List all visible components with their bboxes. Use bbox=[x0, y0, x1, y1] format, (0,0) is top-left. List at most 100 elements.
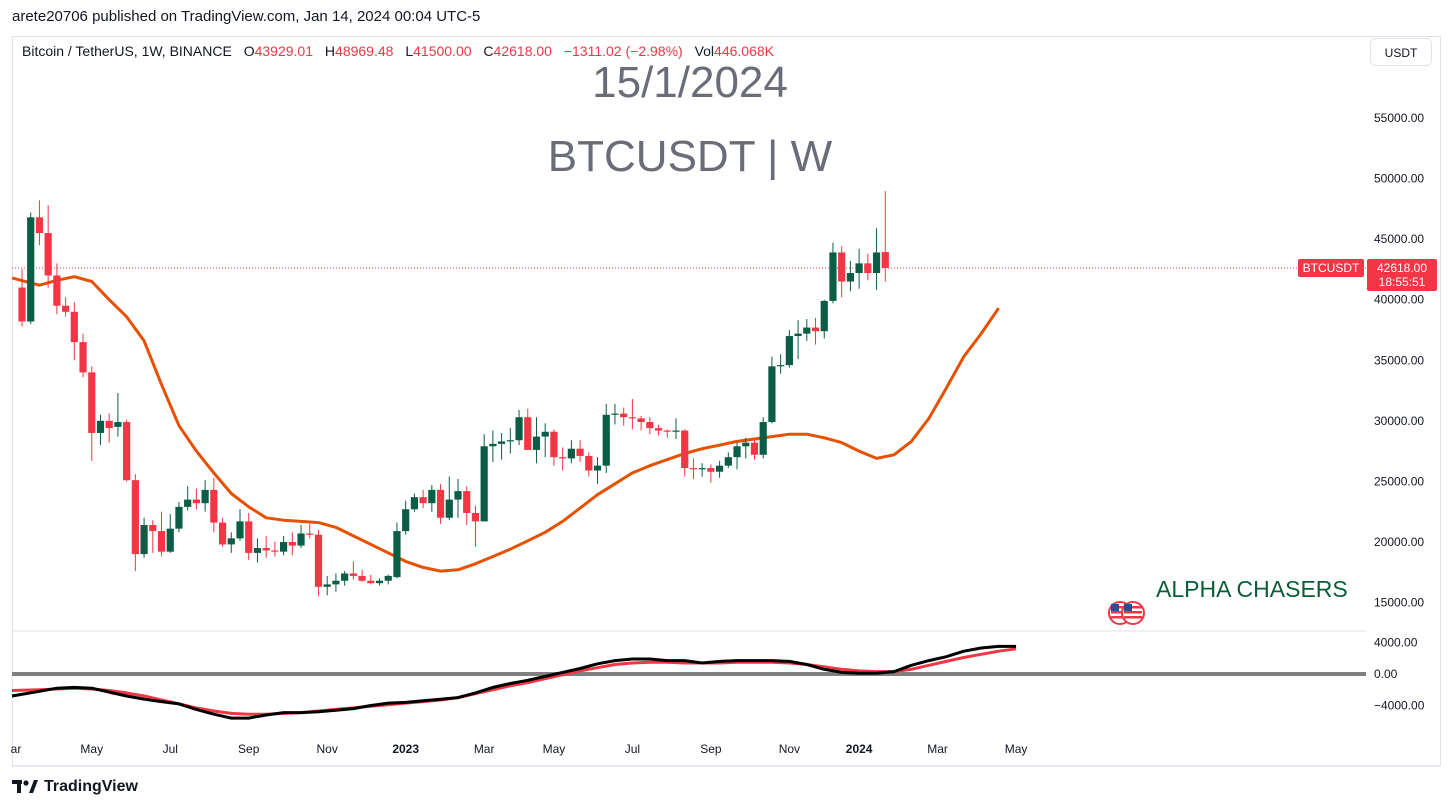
candle[interactable] bbox=[585, 452, 593, 477]
candle[interactable] bbox=[62, 297, 70, 317]
candle[interactable] bbox=[829, 242, 837, 304]
candle[interactable] bbox=[218, 517, 227, 547]
candle[interactable] bbox=[18, 269, 26, 327]
candle[interactable] bbox=[262, 535, 270, 558]
candle[interactable] bbox=[707, 464, 715, 483]
candle[interactable] bbox=[698, 463, 706, 477]
candle[interactable] bbox=[175, 502, 183, 533]
candle[interactable] bbox=[410, 493, 418, 512]
candle[interactable] bbox=[428, 485, 436, 512]
candle[interactable] bbox=[44, 205, 52, 288]
candle[interactable] bbox=[123, 419, 131, 482]
candle[interactable] bbox=[253, 538, 262, 563]
candle[interactable] bbox=[314, 529, 323, 597]
candle[interactable] bbox=[733, 442, 741, 470]
candle[interactable] bbox=[811, 317, 820, 345]
candle[interactable] bbox=[489, 430, 497, 463]
candle[interactable] bbox=[480, 434, 488, 522]
candle[interactable] bbox=[149, 520, 157, 553]
candle[interactable] bbox=[201, 480, 209, 512]
candle[interactable] bbox=[593, 457, 602, 484]
candle[interactable] bbox=[227, 532, 235, 553]
candle[interactable] bbox=[785, 329, 793, 368]
candle[interactable] bbox=[271, 541, 279, 557]
candle[interactable] bbox=[349, 561, 357, 580]
candle[interactable] bbox=[689, 458, 698, 479]
candle[interactable] bbox=[515, 409, 523, 446]
candle[interactable] bbox=[602, 403, 610, 473]
candle[interactable] bbox=[742, 437, 750, 459]
candle[interactable] bbox=[646, 417, 654, 435]
candle[interactable] bbox=[419, 489, 427, 509]
candle[interactable] bbox=[27, 212, 35, 324]
candle[interactable] bbox=[681, 429, 689, 477]
candle[interactable] bbox=[820, 299, 828, 339]
candle[interactable] bbox=[323, 575, 331, 596]
candle[interactable] bbox=[35, 200, 44, 246]
candle[interactable] bbox=[245, 512, 253, 561]
candle[interactable] bbox=[672, 418, 680, 440]
candle[interactable] bbox=[532, 417, 541, 464]
candle[interactable] bbox=[166, 514, 174, 553]
candle[interactable] bbox=[541, 423, 549, 458]
symbol-label[interactable]: Bitcoin / TetherUS, 1W, BINANCE bbox=[22, 43, 232, 59]
candle[interactable] bbox=[864, 253, 872, 281]
candle[interactable] bbox=[332, 573, 340, 592]
candle[interactable] bbox=[716, 460, 724, 478]
candle[interactable] bbox=[70, 302, 78, 361]
currency-button[interactable]: USDT bbox=[1370, 38, 1432, 66]
candle[interactable] bbox=[105, 413, 113, 443]
candle[interactable] bbox=[454, 478, 462, 518]
candle[interactable] bbox=[872, 228, 881, 291]
candle[interactable] bbox=[663, 429, 671, 438]
candle[interactable] bbox=[53, 263, 61, 315]
candle[interactable] bbox=[506, 428, 514, 454]
candle[interactable] bbox=[210, 477, 218, 533]
candle[interactable] bbox=[524, 408, 532, 450]
candle[interactable] bbox=[846, 260, 854, 292]
candle[interactable] bbox=[777, 354, 785, 374]
candle[interactable] bbox=[750, 437, 759, 460]
candle[interactable] bbox=[280, 535, 288, 556]
candle[interactable] bbox=[550, 429, 558, 466]
candle[interactable] bbox=[567, 440, 575, 464]
candle[interactable] bbox=[759, 417, 767, 459]
tradingview-logo[interactable]: TradingView bbox=[12, 778, 138, 796]
candle[interactable] bbox=[471, 505, 480, 547]
candle[interactable] bbox=[88, 366, 96, 461]
candle[interactable] bbox=[393, 522, 401, 579]
candle[interactable] bbox=[637, 415, 645, 431]
candle[interactable] bbox=[288, 532, 296, 556]
candle[interactable] bbox=[498, 432, 506, 460]
candle[interactable] bbox=[358, 569, 366, 582]
candle[interactable] bbox=[654, 424, 663, 436]
candle[interactable] bbox=[855, 248, 863, 289]
candle[interactable] bbox=[341, 571, 349, 586]
candle[interactable] bbox=[236, 509, 244, 541]
candle[interactable] bbox=[794, 320, 802, 360]
candle[interactable] bbox=[724, 452, 732, 469]
candle[interactable] bbox=[436, 483, 445, 524]
candle[interactable] bbox=[157, 511, 166, 557]
candle[interactable] bbox=[375, 578, 384, 586]
candle[interactable] bbox=[131, 474, 139, 572]
candle[interactable] bbox=[306, 523, 314, 539]
candle[interactable] bbox=[114, 392, 122, 437]
candle[interactable] bbox=[384, 574, 392, 585]
candle[interactable] bbox=[445, 476, 453, 521]
candle[interactable] bbox=[881, 191, 889, 282]
candle[interactable] bbox=[768, 356, 776, 424]
candle[interactable] bbox=[79, 333, 87, 378]
candle[interactable] bbox=[803, 319, 811, 341]
candle[interactable] bbox=[611, 403, 619, 425]
candle[interactable] bbox=[184, 486, 192, 511]
candle[interactable] bbox=[297, 525, 305, 549]
candle[interactable] bbox=[628, 399, 636, 430]
candle[interactable] bbox=[402, 500, 410, 535]
candle[interactable] bbox=[367, 574, 375, 585]
candle[interactable] bbox=[96, 414, 105, 446]
candle[interactable] bbox=[192, 488, 200, 510]
candle[interactable] bbox=[463, 486, 471, 526]
